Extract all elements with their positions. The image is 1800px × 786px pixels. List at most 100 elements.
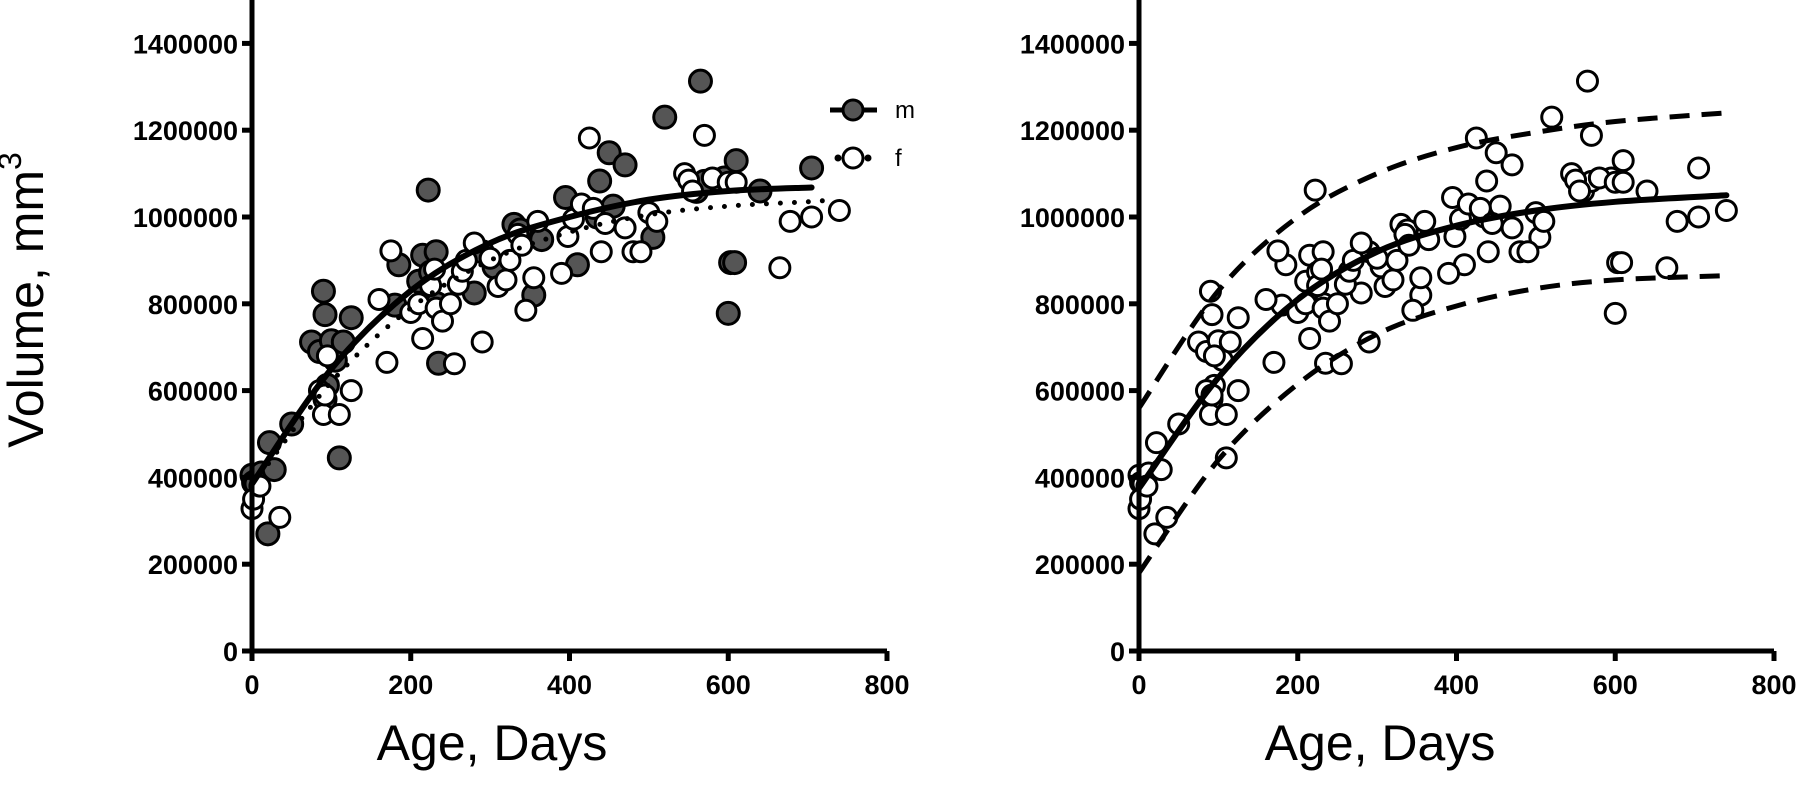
- female-data-point: [1579, 123, 1603, 147]
- male-data-point: [652, 104, 678, 130]
- female-data-point: [778, 209, 802, 233]
- male-data-point: [587, 168, 613, 194]
- left-y-tick-label: 200000: [148, 550, 238, 580]
- male-data-point: [722, 250, 748, 276]
- left-y-tick-label: 400000: [148, 463, 238, 493]
- upper-bound-curve: [1136, 110, 1727, 410]
- male-data-point: [312, 302, 338, 328]
- female-data-point: [800, 205, 824, 229]
- female-data-point: [1464, 126, 1488, 150]
- female-data-point: [379, 239, 403, 263]
- male-fit-curve: [249, 184, 815, 487]
- female-data-point: [1532, 209, 1556, 233]
- right-x-tick-label: 400: [1434, 670, 1479, 700]
- right-y-tick-label: 1000000: [1020, 203, 1125, 233]
- female-data-point: [498, 248, 522, 272]
- legend: m f: [830, 97, 915, 172]
- female-data-point: [1144, 431, 1168, 455]
- male-data-point: [612, 152, 638, 178]
- right-fit-curves: [1136, 110, 1730, 575]
- female-data-point: [1484, 141, 1508, 165]
- legend-f-label: f: [895, 145, 902, 172]
- female-data-point: [470, 330, 494, 354]
- male-data-point: [255, 521, 281, 547]
- left-y-tick-label: 1400000: [133, 29, 238, 59]
- female-data-point: [1226, 306, 1250, 330]
- left-scatter-points: [239, 68, 851, 547]
- right-y-tick-label: 1400000: [1020, 29, 1125, 59]
- male-data-point: [415, 177, 441, 203]
- female-data-point: [510, 233, 534, 257]
- left-x-tick-label: 800: [864, 670, 909, 700]
- female-data-point: [1200, 303, 1224, 327]
- female-data-point: [1611, 170, 1635, 194]
- right-y-tick-label: 600000: [1035, 377, 1125, 407]
- right-x-tick-label: 200: [1275, 670, 1320, 700]
- female-data-point: [1500, 216, 1524, 240]
- female-data-point: [1687, 156, 1711, 180]
- left-x-axis-title: Age, Days: [377, 715, 608, 771]
- female-data-point: [1214, 402, 1238, 426]
- female-data-point: [514, 298, 538, 322]
- female-data-point: [1409, 266, 1433, 290]
- female-data-point: [1385, 248, 1409, 272]
- female-data-point: [1655, 256, 1679, 280]
- female-data-point: [1325, 292, 1349, 316]
- female-data-point: [1381, 268, 1405, 292]
- male-data-point: [687, 68, 713, 94]
- female-data-point: [629, 240, 653, 264]
- right-y-tick-label: 0: [1110, 637, 1125, 667]
- left-x-tick-label: 200: [388, 670, 433, 700]
- left-x-tick-label: 0: [244, 670, 259, 700]
- female-data-point: [1540, 105, 1564, 129]
- left-x-tick-label: 600: [706, 670, 751, 700]
- female-fit-curve: [249, 197, 838, 489]
- female-data-point: [645, 209, 669, 233]
- legend-f-marker-icon: [841, 146, 865, 170]
- legend-f-dot-icon: [864, 154, 872, 162]
- female-data-point: [692, 123, 716, 147]
- female-data-point: [1262, 350, 1286, 374]
- female-data-point: [827, 198, 851, 222]
- right-axes: 0 200000 400000 600000 800000 1000000 1200000 1…: [1020, 0, 1797, 700]
- female-data-point: [1437, 261, 1461, 285]
- right-x-axis-title: Age, Days: [1265, 715, 1496, 771]
- male-data-point: [338, 305, 364, 331]
- right-y-tick-label: 400000: [1035, 463, 1125, 493]
- female-data-point: [1500, 153, 1524, 177]
- left-axes: 0 200000 400000 600000 800000 1000000 1200000 1…: [133, 0, 910, 700]
- female-data-point: [1568, 179, 1592, 203]
- female-data-point: [315, 344, 339, 368]
- female-data-point: [1476, 240, 1500, 264]
- left-x-tick-label: 400: [547, 670, 592, 700]
- male-data-point: [310, 278, 336, 304]
- male-data-point: [326, 445, 352, 471]
- left-y-tick-label: 600000: [148, 377, 238, 407]
- right-y-tick-label: 200000: [1035, 550, 1125, 580]
- left-fit-curves: [249, 184, 838, 489]
- male-data-point: [799, 155, 825, 181]
- female-data-point: [1303, 178, 1327, 202]
- female-data-point: [375, 350, 399, 374]
- male-data-point: [723, 148, 749, 174]
- right-x-tick-label: 0: [1131, 670, 1146, 700]
- right-y-tick-label: 800000: [1035, 290, 1125, 320]
- lower-bound-curve: [1136, 273, 1727, 575]
- female-data-point: [1687, 205, 1711, 229]
- left-y-tick-label: 0: [223, 637, 238, 667]
- female-data-point: [411, 327, 435, 351]
- female-data-point: [577, 126, 601, 150]
- female-data-point: [589, 240, 613, 264]
- legend-m-label: m: [895, 97, 915, 124]
- female-data-point: [613, 216, 637, 240]
- female-data-point: [1226, 379, 1250, 403]
- left-y-tick-label: 800000: [148, 290, 238, 320]
- male-data-point: [715, 300, 741, 326]
- female-data-point: [522, 266, 546, 290]
- female-data-point: [550, 261, 574, 285]
- right-panel: 0 200000 400000 600000 800000 1000000 1200000 1…: [1020, 0, 1797, 771]
- female-data-point: [1603, 301, 1627, 325]
- female-data-point: [1218, 330, 1242, 354]
- female-data-point: [494, 268, 518, 292]
